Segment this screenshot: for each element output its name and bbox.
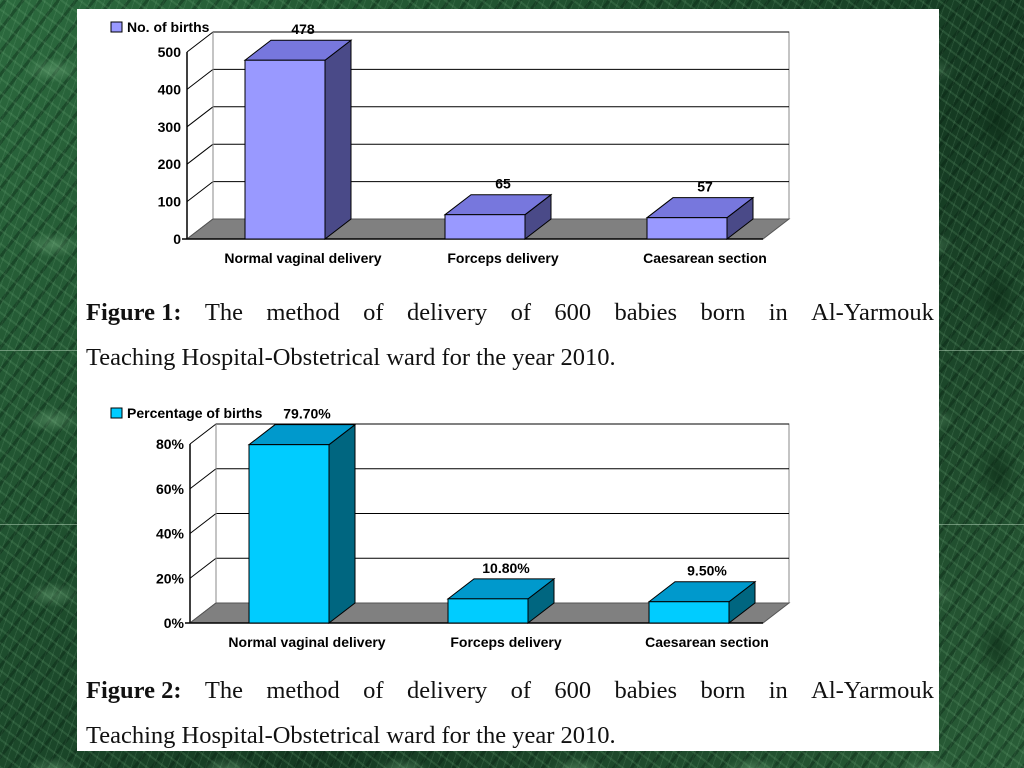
x-tick-label: Normal vaginal delivery [224,250,381,266]
data-label: 10.80% [482,560,530,576]
caption-word: Al-Yarmouk [811,677,934,704]
bar [444,214,526,240]
data-label: 9.50% [687,563,727,579]
bar [244,59,326,240]
figure-2-caption: Figure 2: The method of delivery of 600 babies… [86,668,934,758]
x-tick-label: Caesarean section [643,250,767,266]
caption-word: of [510,299,532,326]
caption-word: of [510,677,532,704]
data-label: 478 [291,21,315,37]
bar-side [328,423,356,625]
caption-word: babies [614,299,678,326]
chart-percentage-of-births: 0% 20% 40% 60% 80% 79.70% Normal vaginal deliv… [110,405,791,650]
bar [646,217,728,240]
chart-number-of-births: 0 100 200 300 400 500 478 Normal vaginal delive… [110,19,791,266]
data-label: 65 [495,176,511,192]
caption-word: Al-Yarmouk [811,299,934,326]
data-label: 57 [697,179,713,195]
caption-word: 600 [554,677,592,704]
y-tick-label: 0% [164,615,185,631]
y-tick-label: 300 [158,119,182,135]
legend-label: Percentage of births [127,405,263,421]
slide-content-panel: 0 100 200 300 400 500 478 Normal vaginal delive… [77,9,939,751]
legend-swatch [110,21,123,33]
y-tick-label: 200 [158,156,182,172]
caption-word: babies [614,677,678,704]
x-tick-label: Forceps delivery [450,634,561,650]
bar [648,601,730,624]
x-tick-label: Caesarean section [645,634,769,650]
legend-label: No. of births [127,19,210,35]
x-tick-label: Normal vaginal delivery [228,634,385,650]
caption-word: method [266,299,340,326]
caption-word: of [363,299,384,326]
y-tick-label: 80% [156,436,185,452]
caption-line-1: Figure 2: The method of delivery of 600 babies… [86,668,934,713]
y-tick-label: 60% [156,481,185,497]
caption-line-1: Figure 1: The method of delivery of 600 babies… [86,290,934,335]
side-wall-gridline [189,513,217,534]
data-label: 79.70% [283,406,331,422]
caption-label: Figure 2: [86,677,182,704]
caption-word: delivery [406,677,488,704]
caption-word: in [768,299,788,326]
side-wall-gridline [186,31,214,53]
caption-line-2: Teaching Hospital-Obstetrical ward for t… [86,344,616,371]
bar [248,444,330,624]
side-wall-gridline [186,143,214,165]
y-tick-label: 0 [173,231,181,247]
caption-word: The [204,299,243,326]
caption-word: The [204,677,243,704]
side-wall-gridline [189,468,217,490]
caption-label: Figure 1: [86,299,182,326]
y-tick-label: 500 [158,44,182,60]
y-tick-label: 40% [156,526,185,542]
caption-word: delivery [406,299,488,326]
y-tick-label: 20% [156,570,185,586]
bar [447,598,529,624]
caption-word: in [768,677,788,704]
caption-word: of [363,677,384,704]
side-wall-gridline [186,106,214,128]
y-tick-label: 400 [158,81,182,97]
legend-swatch [110,407,123,419]
figure-1-caption: Figure 1: The method of delivery of 600 babies… [86,290,934,380]
caption-word: born [700,677,746,704]
y-tick-label: 100 [158,194,182,210]
caption-word: 600 [554,299,592,326]
caption-word: born [700,299,746,326]
side-wall-gridline [189,423,217,445]
side-wall-gridline [186,69,214,90]
side-wall-gridline [189,557,217,579]
caption-word: method [266,677,340,704]
x-tick-label: Forceps delivery [447,250,558,266]
caption-line-2: Teaching Hospital-Obstetrical ward for t… [86,722,616,749]
bar-side [324,39,352,241]
side-wall-gridline [186,181,214,202]
